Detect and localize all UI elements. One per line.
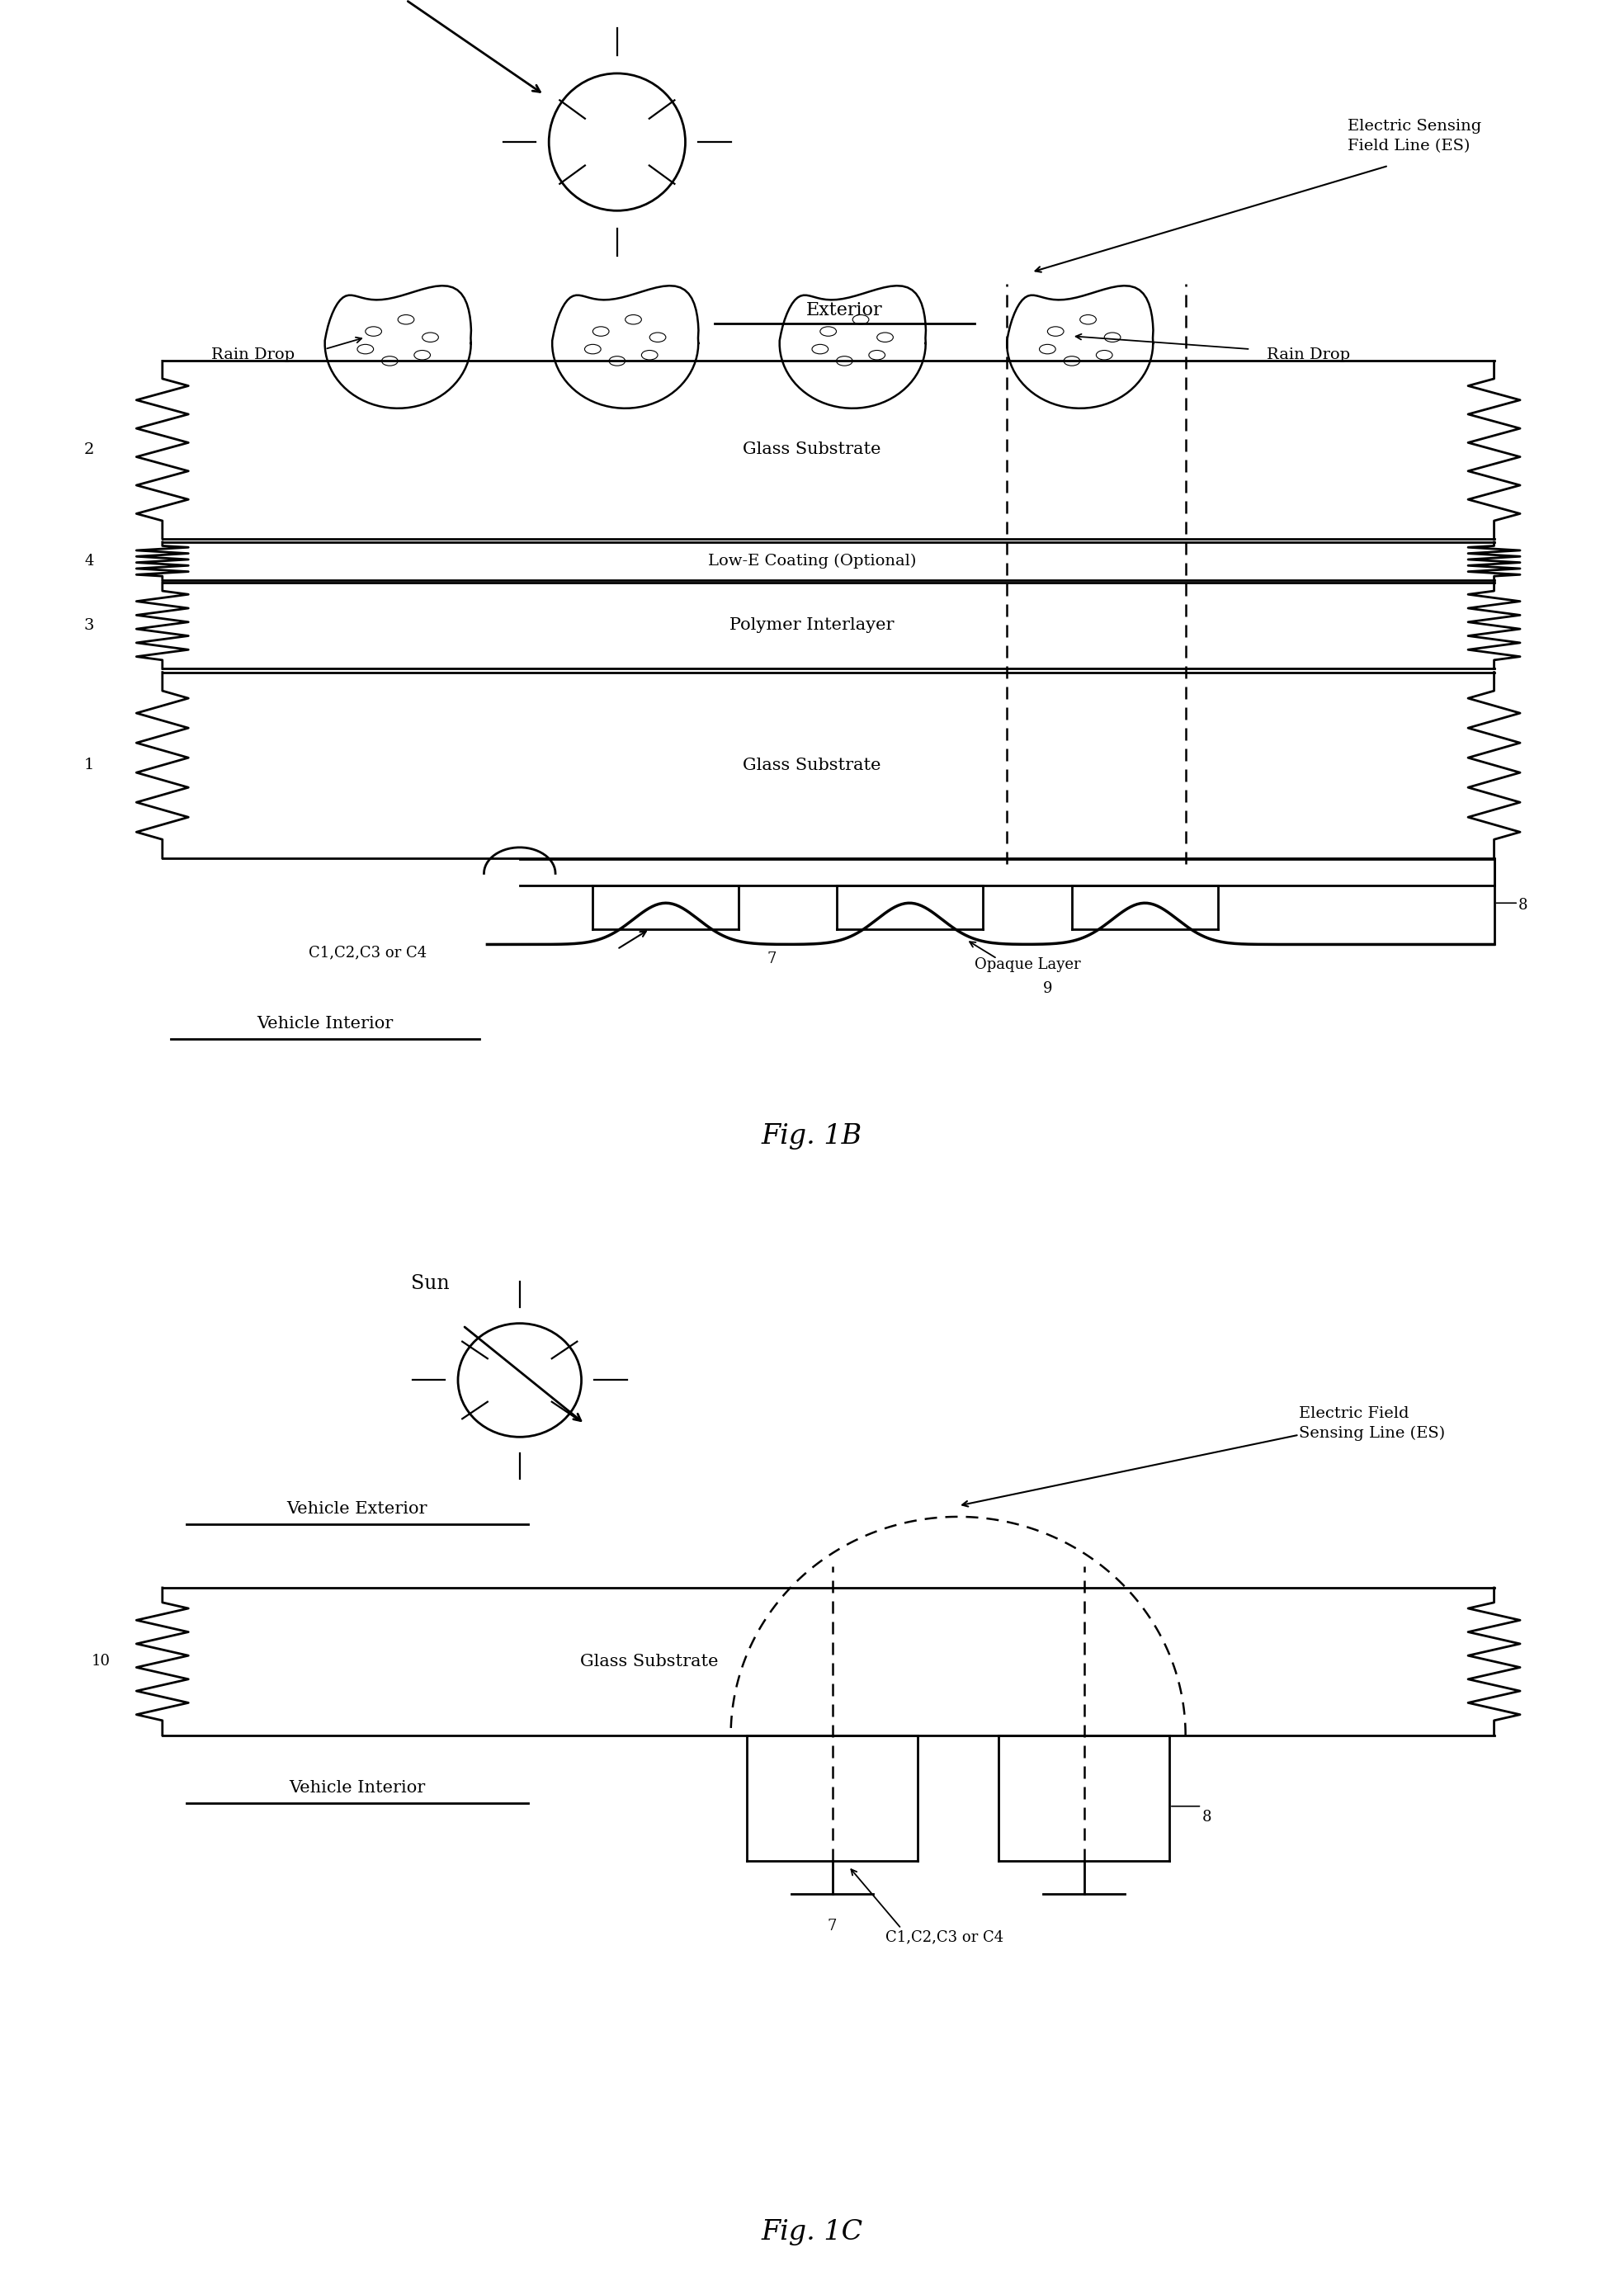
Text: Exterior: Exterior (806, 300, 883, 319)
Text: 10: 10 (91, 1655, 110, 1668)
Text: Electric Sensing
Field Line (ES): Electric Sensing Field Line (ES) (1348, 118, 1481, 152)
Text: Polymer Interlayer: Polymer Interlayer (729, 617, 895, 633)
Text: Rain Drop: Rain Drop (1267, 348, 1350, 362)
Text: 7: 7 (767, 951, 776, 965)
Text: 2: 2 (84, 442, 94, 457)
Text: 8: 8 (1518, 899, 1528, 913)
Text: Vehicle Interior: Vehicle Interior (257, 1015, 393, 1031)
Text: Electric Field
Sensing Line (ES): Electric Field Sensing Line (ES) (1299, 1407, 1445, 1441)
Text: Vehicle Exterior: Vehicle Exterior (287, 1502, 427, 1516)
Text: 8: 8 (1202, 1809, 1212, 1825)
Text: Fig. 1B: Fig. 1B (762, 1122, 862, 1149)
Text: 3: 3 (84, 619, 94, 633)
Text: Rain Drop: Rain Drop (211, 348, 294, 362)
Text: Opaque Layer: Opaque Layer (974, 958, 1080, 972)
Text: C1,C2,C3 or C4: C1,C2,C3 or C4 (309, 945, 427, 960)
Text: 9: 9 (1043, 981, 1052, 995)
Text: Sun: Sun (411, 1275, 450, 1293)
Text: Glass Substrate: Glass Substrate (580, 1655, 719, 1668)
Text: 4: 4 (84, 553, 94, 569)
Text: Fig. 1C: Fig. 1C (762, 2219, 862, 2246)
Text: 7: 7 (828, 1919, 836, 1935)
Text: 1: 1 (84, 758, 94, 772)
Text: Low-E Coating (Optional): Low-E Coating (Optional) (708, 553, 916, 569)
Text: C1,C2,C3 or C4: C1,C2,C3 or C4 (885, 1930, 1004, 1944)
Text: Vehicle Interior: Vehicle Interior (289, 1780, 425, 1796)
Text: Glass Substrate: Glass Substrate (742, 758, 882, 774)
Text: Glass Substrate: Glass Substrate (742, 442, 882, 457)
